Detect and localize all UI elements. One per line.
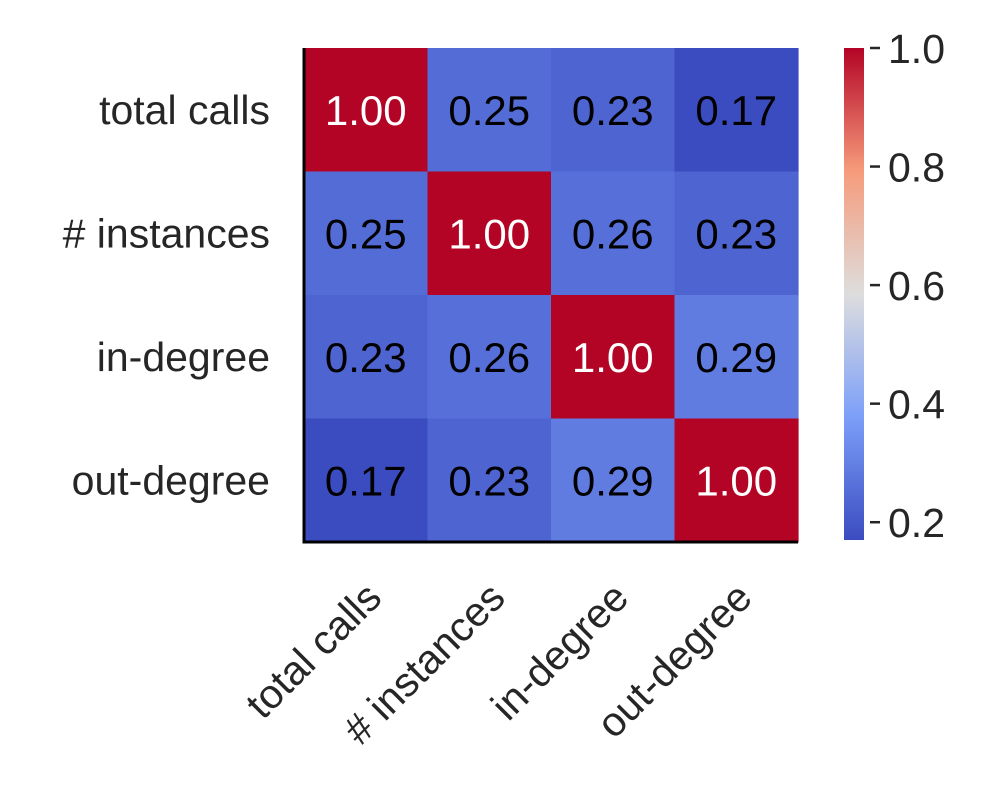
- colorbar-tick-label: 0.2: [888, 500, 945, 546]
- cell-value-label: 0.29: [572, 457, 654, 504]
- cell-annotations: 1.00 0.25 0.23 0.17 0.25 1.00 0.26 0.23 0.23 0.26…: [325, 87, 777, 505]
- heatmap-cell: [551, 48, 676, 173]
- cell-value-label: 0.26: [572, 210, 654, 257]
- cell-value-label: 1.00: [448, 210, 530, 257]
- heatmap-cell: [551, 295, 676, 420]
- heatmap-cell: [674, 295, 799, 420]
- cell-value-label: 0.17: [695, 87, 777, 134]
- axes: [302, 48, 798, 544]
- colorbar-ticks: 0.2 0.4 0.6 0.8 1.0: [870, 26, 945, 546]
- heatmap-cell: [674, 171, 799, 296]
- heatmap-cell: [304, 418, 429, 543]
- colorbar: 0.2 0.4 0.6 0.8 1.0: [844, 26, 945, 546]
- colorbar-tick-label: 0.4: [888, 382, 945, 428]
- y-axis-tick-labels: total calls # instances in-degree out-degre…: [63, 87, 270, 504]
- y-tick-label: # instances: [63, 210, 270, 256]
- heatmap-cell: [427, 48, 552, 173]
- cell-value-label: 1.00: [325, 87, 407, 134]
- y-tick-label: total calls: [99, 87, 270, 133]
- cell-value-label: 0.25: [448, 87, 530, 134]
- heatmap-cell: [304, 48, 429, 173]
- colorbar-tick-label: 0.8: [888, 145, 945, 191]
- y-tick-label: in-degree: [97, 334, 270, 380]
- heatmap-cell: [551, 418, 676, 543]
- cell-value-label: 0.23: [572, 87, 654, 134]
- heatmap-cell: [304, 295, 429, 420]
- heatmap-cell: [674, 48, 799, 173]
- cell-value-label: 0.23: [448, 457, 530, 504]
- colorbar-tick-label: 0.6: [888, 263, 945, 309]
- heatmap-cells: [304, 48, 799, 543]
- cell-value-label: 1.00: [695, 457, 777, 504]
- cell-value-label: 0.29: [695, 334, 777, 381]
- cell-value-label: 0.26: [448, 334, 530, 381]
- heatmap-cell: [427, 171, 552, 296]
- heatmap-cell: [427, 418, 552, 543]
- x-axis-tick-labels: total calls# instancesin-degreeout-degre…: [237, 574, 761, 753]
- colorbar-tick-label: 1.0: [888, 26, 945, 72]
- heatmap-cell: [427, 295, 552, 420]
- colorbar-gradient: [844, 48, 864, 540]
- cell-value-label: 0.25: [325, 210, 407, 257]
- y-tick-label: out-degree: [72, 457, 270, 503]
- heatmap-cell: [674, 418, 799, 543]
- cell-value-label: 1.00: [572, 334, 654, 381]
- cell-value-label: 0.23: [695, 210, 777, 257]
- cell-value-label: 0.17: [325, 457, 407, 504]
- cell-value-label: 0.23: [325, 334, 407, 381]
- heatmap-cell: [551, 171, 676, 296]
- heatmap-cell: [304, 171, 429, 296]
